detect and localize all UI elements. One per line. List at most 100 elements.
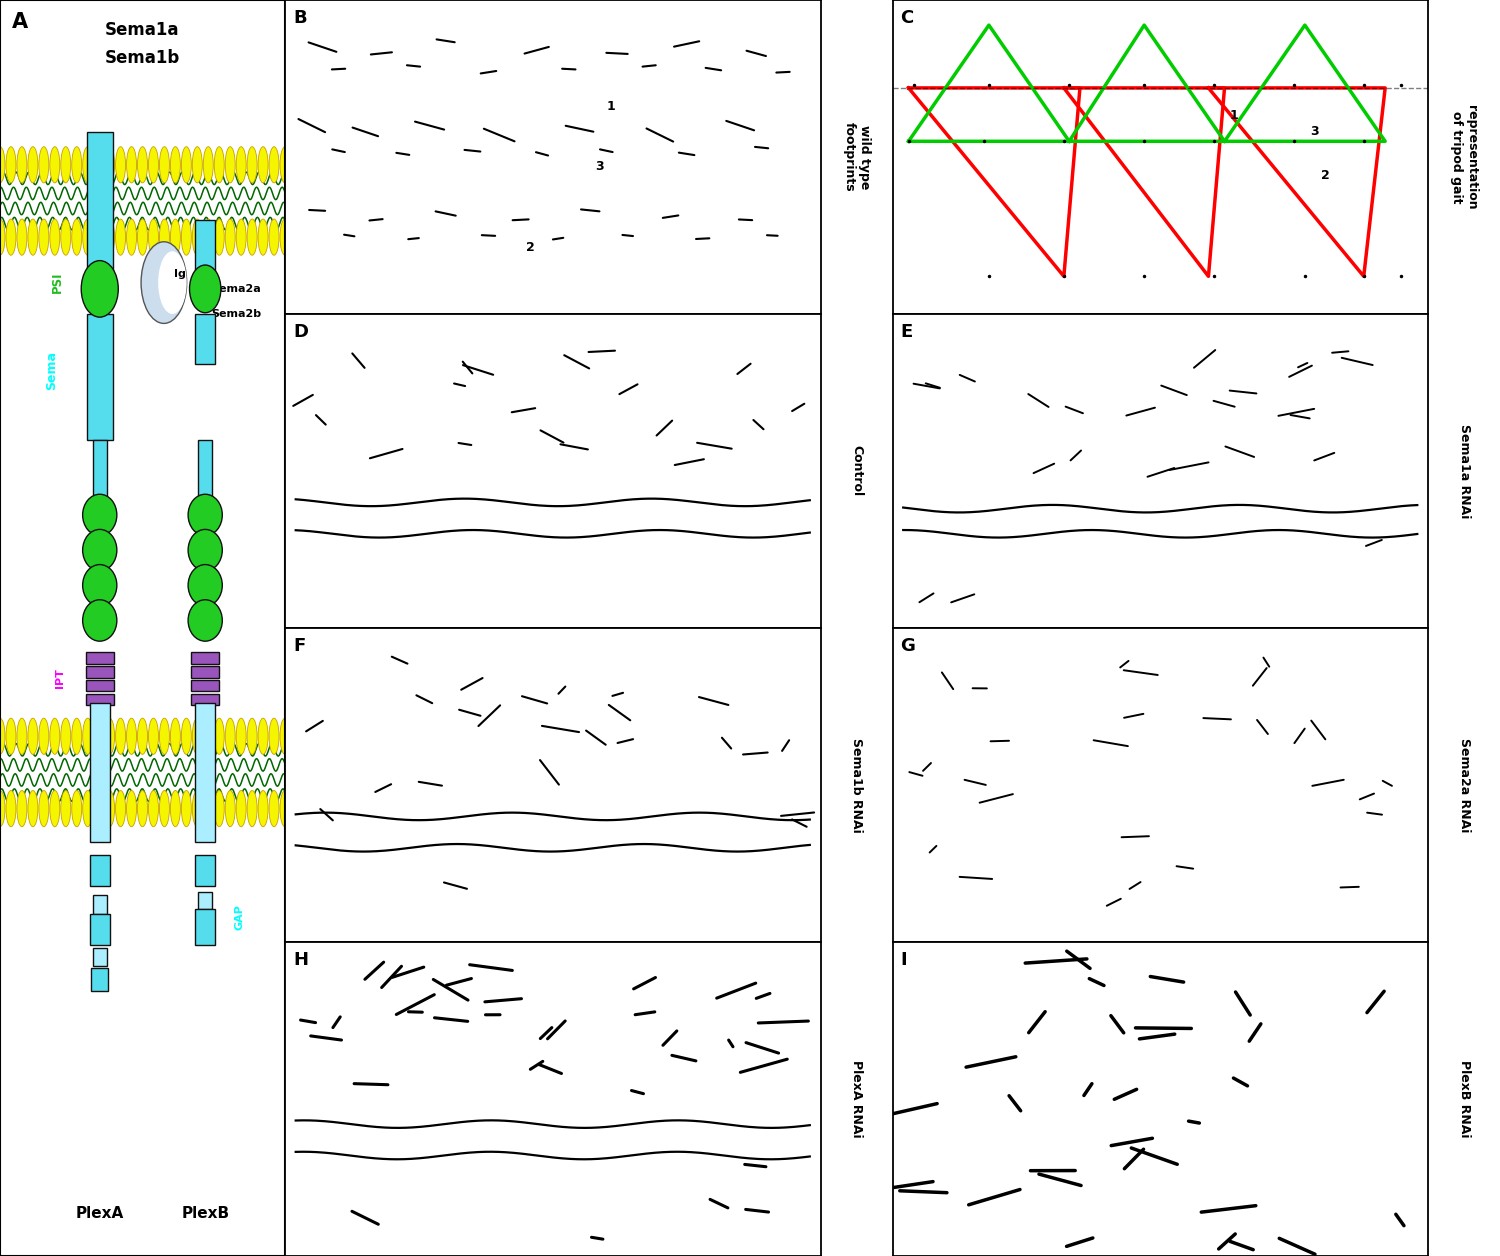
Bar bbox=[190, 653, 219, 663]
Ellipse shape bbox=[258, 219, 268, 255]
Ellipse shape bbox=[0, 790, 4, 826]
Text: Sema2b: Sema2b bbox=[211, 309, 261, 319]
Ellipse shape bbox=[72, 147, 81, 183]
Ellipse shape bbox=[16, 147, 27, 183]
Bar bbox=[87, 314, 112, 440]
Text: Ig: Ig bbox=[174, 269, 186, 279]
Bar bbox=[195, 854, 214, 887]
Ellipse shape bbox=[182, 147, 192, 183]
Ellipse shape bbox=[236, 718, 246, 755]
Ellipse shape bbox=[16, 219, 27, 255]
Ellipse shape bbox=[248, 718, 256, 755]
Ellipse shape bbox=[192, 718, 202, 755]
Ellipse shape bbox=[159, 790, 170, 826]
Ellipse shape bbox=[126, 219, 136, 255]
Ellipse shape bbox=[105, 718, 114, 755]
Ellipse shape bbox=[116, 790, 126, 826]
Bar bbox=[195, 703, 214, 842]
Text: Sema1b RNAi: Sema1b RNAi bbox=[850, 737, 862, 833]
Ellipse shape bbox=[204, 219, 213, 255]
Ellipse shape bbox=[192, 219, 202, 255]
Ellipse shape bbox=[225, 147, 236, 183]
Text: IPT: IPT bbox=[56, 668, 64, 688]
Ellipse shape bbox=[82, 147, 93, 183]
Ellipse shape bbox=[189, 265, 220, 313]
Text: F: F bbox=[292, 638, 306, 656]
Ellipse shape bbox=[182, 718, 192, 755]
Ellipse shape bbox=[138, 718, 147, 755]
Ellipse shape bbox=[214, 718, 223, 755]
Bar bbox=[87, 132, 112, 270]
Ellipse shape bbox=[148, 718, 159, 755]
Text: G: G bbox=[900, 638, 915, 656]
Ellipse shape bbox=[0, 718, 4, 755]
Ellipse shape bbox=[6, 147, 16, 183]
Ellipse shape bbox=[82, 599, 117, 641]
Ellipse shape bbox=[93, 219, 104, 255]
Bar bbox=[198, 440, 213, 510]
Text: C: C bbox=[900, 10, 914, 28]
Ellipse shape bbox=[188, 529, 222, 570]
Ellipse shape bbox=[182, 790, 192, 826]
Ellipse shape bbox=[93, 147, 104, 183]
Ellipse shape bbox=[159, 147, 170, 183]
Ellipse shape bbox=[192, 147, 202, 183]
Text: 3: 3 bbox=[1310, 126, 1318, 138]
Ellipse shape bbox=[82, 529, 117, 570]
Ellipse shape bbox=[204, 790, 213, 826]
Text: wild type
footprints: wild type footprints bbox=[843, 122, 870, 192]
Ellipse shape bbox=[159, 718, 170, 755]
Ellipse shape bbox=[158, 251, 186, 314]
Bar bbox=[198, 892, 213, 909]
Ellipse shape bbox=[50, 147, 60, 183]
Text: A: A bbox=[12, 11, 27, 31]
Ellipse shape bbox=[236, 219, 246, 255]
Text: PlexA RNAi: PlexA RNAi bbox=[850, 1060, 862, 1138]
Bar bbox=[93, 440, 106, 510]
Ellipse shape bbox=[6, 790, 16, 826]
Ellipse shape bbox=[192, 790, 202, 826]
Ellipse shape bbox=[148, 219, 159, 255]
Ellipse shape bbox=[248, 790, 256, 826]
Ellipse shape bbox=[171, 219, 180, 255]
Ellipse shape bbox=[50, 790, 60, 826]
Ellipse shape bbox=[62, 790, 70, 826]
Text: I: I bbox=[900, 952, 908, 970]
Ellipse shape bbox=[39, 147, 50, 183]
Bar bbox=[198, 706, 213, 726]
Ellipse shape bbox=[214, 147, 223, 183]
Ellipse shape bbox=[6, 219, 16, 255]
Ellipse shape bbox=[28, 790, 38, 826]
Text: 3: 3 bbox=[596, 160, 604, 172]
Ellipse shape bbox=[82, 494, 117, 535]
Ellipse shape bbox=[93, 790, 104, 826]
Ellipse shape bbox=[225, 219, 236, 255]
Bar bbox=[195, 314, 214, 364]
Text: H: H bbox=[292, 952, 308, 970]
Ellipse shape bbox=[39, 718, 50, 755]
Text: D: D bbox=[292, 324, 308, 342]
Ellipse shape bbox=[82, 219, 93, 255]
Ellipse shape bbox=[126, 718, 136, 755]
Ellipse shape bbox=[268, 718, 279, 755]
Ellipse shape bbox=[141, 241, 186, 324]
Bar bbox=[93, 706, 106, 726]
Text: Sema: Sema bbox=[45, 350, 58, 391]
Text: representation
of tripod gait: representation of tripod gait bbox=[1450, 104, 1478, 210]
Text: Sema1a: Sema1a bbox=[105, 21, 180, 39]
Text: PlexB RNAi: PlexB RNAi bbox=[1458, 1060, 1470, 1138]
Bar bbox=[90, 703, 110, 842]
Ellipse shape bbox=[248, 219, 256, 255]
Text: 2: 2 bbox=[1322, 170, 1329, 182]
Ellipse shape bbox=[82, 564, 117, 605]
Text: Control: Control bbox=[850, 446, 862, 496]
Ellipse shape bbox=[236, 790, 246, 826]
Ellipse shape bbox=[171, 790, 180, 826]
Ellipse shape bbox=[28, 718, 38, 755]
Ellipse shape bbox=[0, 147, 4, 183]
Ellipse shape bbox=[214, 219, 223, 255]
Ellipse shape bbox=[126, 147, 136, 183]
Ellipse shape bbox=[138, 147, 147, 183]
Ellipse shape bbox=[280, 790, 290, 826]
Bar bbox=[190, 693, 219, 706]
